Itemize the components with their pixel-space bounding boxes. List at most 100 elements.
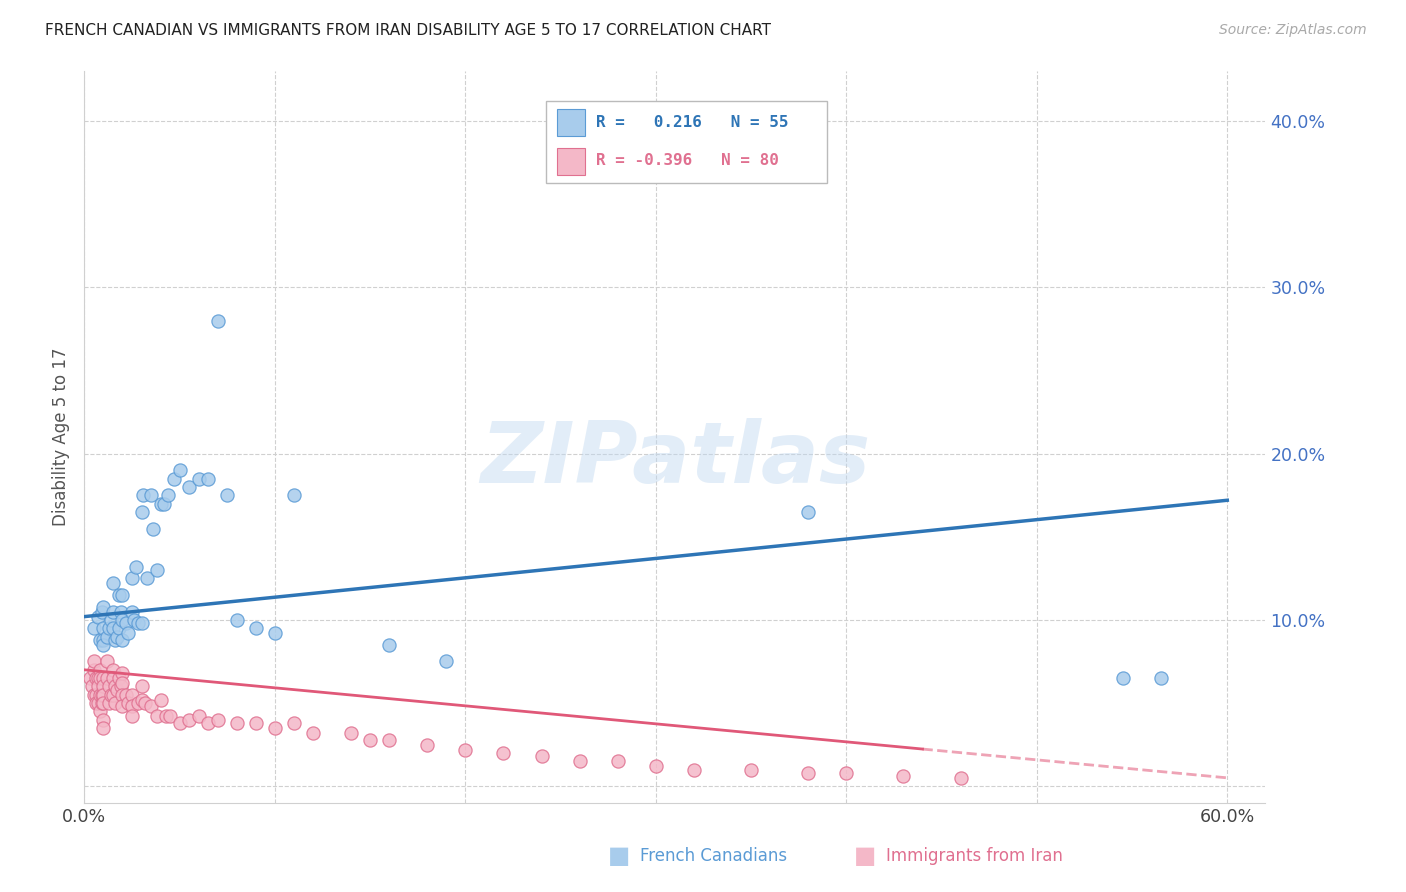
Bar	[557, 109, 585, 136]
Point	[79, 671, 101, 685]
Point	[89, 671, 111, 685]
Point	[169, 463, 191, 477]
Point	[96, 655, 118, 669]
Point	[283, 488, 305, 502]
Point	[111, 588, 134, 602]
Point	[893, 769, 915, 783]
Point	[86, 696, 108, 710]
Text: R = -0.396   N = 80: R = -0.396 N = 80	[596, 153, 779, 169]
Point	[197, 472, 219, 486]
Point	[111, 666, 134, 681]
Point	[93, 713, 115, 727]
Point	[644, 759, 666, 773]
Point	[157, 488, 180, 502]
Point	[121, 709, 143, 723]
Point	[111, 688, 134, 702]
Point	[131, 616, 153, 631]
Point	[136, 571, 159, 585]
Point	[378, 732, 401, 747]
Point	[263, 721, 285, 735]
Point	[101, 671, 124, 685]
Point	[83, 621, 105, 635]
Point	[131, 692, 153, 706]
Point	[84, 671, 107, 685]
Point	[117, 696, 139, 710]
Point	[117, 626, 139, 640]
Point	[93, 632, 115, 647]
Point	[90, 605, 112, 619]
Point	[217, 488, 239, 502]
Point	[83, 655, 105, 669]
Point	[122, 613, 145, 627]
Point	[93, 721, 115, 735]
Point	[110, 605, 132, 619]
Point	[134, 696, 156, 710]
Point	[90, 688, 112, 702]
Text: Source: ZipAtlas.com: Source: ZipAtlas.com	[1219, 23, 1367, 37]
Point	[127, 696, 149, 710]
Point	[89, 705, 111, 719]
Point	[492, 746, 515, 760]
Point	[225, 716, 247, 731]
Point	[110, 680, 132, 694]
Point	[111, 613, 134, 627]
Point	[111, 632, 134, 647]
Point	[155, 709, 177, 723]
Text: ■: ■	[607, 845, 630, 868]
Point	[740, 763, 762, 777]
Point	[835, 765, 858, 780]
Y-axis label: Disability Age 5 to 17: Disability Age 5 to 17	[52, 348, 70, 526]
Point	[125, 559, 148, 574]
Point	[83, 688, 105, 702]
Point	[263, 626, 285, 640]
Point	[98, 696, 121, 710]
Point	[104, 680, 127, 694]
Point	[89, 632, 111, 647]
Point	[179, 480, 201, 494]
Text: R =   0.216   N = 55: R = 0.216 N = 55	[596, 115, 789, 130]
Text: ■: ■	[853, 845, 876, 868]
Point	[283, 716, 305, 731]
Point	[89, 663, 111, 677]
Point	[101, 663, 124, 677]
Point	[80, 680, 103, 694]
Point	[89, 688, 111, 702]
Point	[245, 621, 267, 635]
Point	[302, 726, 325, 740]
Point	[207, 713, 229, 727]
Point	[139, 699, 162, 714]
Point	[93, 638, 115, 652]
Point	[131, 680, 153, 694]
Point	[139, 488, 162, 502]
Point	[104, 632, 127, 647]
Point	[93, 696, 115, 710]
Point	[163, 472, 186, 486]
Point	[797, 765, 820, 780]
Point	[107, 588, 129, 602]
Point	[104, 696, 127, 710]
Point	[93, 621, 115, 635]
Point	[127, 616, 149, 631]
Point	[121, 605, 143, 619]
Point	[606, 754, 628, 768]
Point	[145, 709, 167, 723]
Point	[378, 638, 401, 652]
Point	[207, 314, 229, 328]
Text: FRENCH CANADIAN VS IMMIGRANTS FROM IRAN DISABILITY AGE 5 TO 17 CORRELATION CHART: FRENCH CANADIAN VS IMMIGRANTS FROM IRAN …	[45, 23, 770, 38]
Point	[101, 576, 124, 591]
Point	[187, 472, 209, 486]
Point	[93, 680, 115, 694]
Point	[98, 680, 121, 694]
Point	[86, 680, 108, 694]
Point	[197, 716, 219, 731]
Point	[153, 497, 176, 511]
Text: French Canadians: French Canadians	[640, 847, 787, 865]
Point	[100, 688, 122, 702]
Point	[149, 497, 172, 511]
Point	[530, 749, 553, 764]
Point	[797, 505, 820, 519]
Point	[245, 716, 267, 731]
Point	[179, 713, 201, 727]
Point	[121, 571, 143, 585]
Point	[105, 682, 128, 697]
